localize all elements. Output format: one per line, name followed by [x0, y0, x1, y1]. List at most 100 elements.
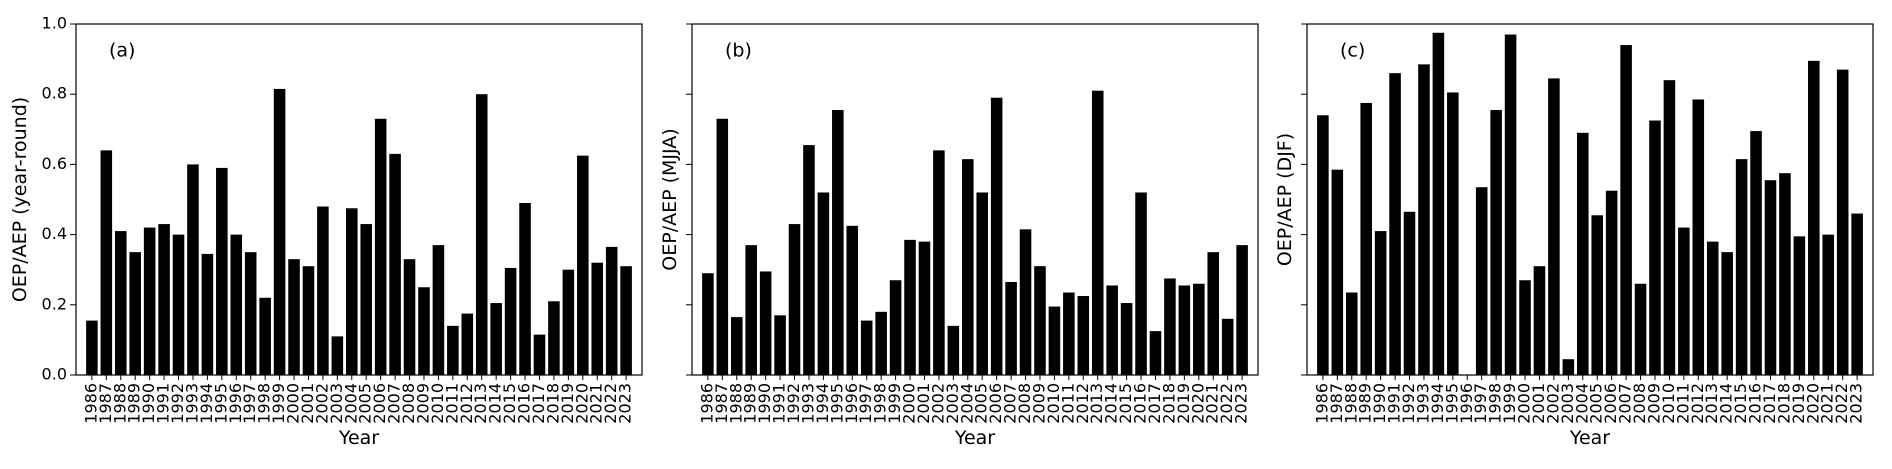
bar: [1432, 32, 1445, 376]
x-tick-label: 2009: [1029, 383, 1048, 424]
x-tick-label: 2018: [1774, 383, 1793, 424]
bar: [788, 224, 801, 375]
bar: [1822, 234, 1835, 375]
x-tick-label: 1988: [1341, 383, 1360, 424]
x-tick-label: 2006: [1601, 383, 1620, 424]
bar: [143, 227, 156, 375]
x-tick-label: 2015: [1116, 383, 1135, 424]
bar: [1077, 296, 1090, 375]
bar: [990, 97, 1003, 376]
x-tick-label: 1991: [770, 383, 789, 424]
x-tick-label: 2010: [1659, 383, 1678, 424]
x-tick-label: 2003: [943, 383, 962, 424]
bar: [1389, 73, 1401, 375]
x-tick-label: 1987: [1327, 383, 1346, 424]
bar: [976, 192, 988, 375]
bar: [605, 246, 618, 375]
x-tick-label: 2019: [1174, 383, 1193, 424]
bar: [1106, 285, 1118, 375]
bar: [1548, 78, 1560, 375]
x-tick-label: 2008: [399, 383, 418, 424]
x-tick-label: 2023: [1232, 383, 1251, 424]
x-tick-label: 2014: [1102, 383, 1121, 424]
y-tick-label: 1.0: [42, 14, 67, 33]
bar: [360, 224, 372, 375]
x-tick-label: 1987: [96, 383, 115, 424]
x-tick-label: 1996: [226, 383, 245, 424]
x-tick-label: 2007: [385, 383, 404, 424]
bar: [1120, 303, 1133, 375]
x-tick-label: 2002: [928, 383, 947, 424]
x-axis-label: Year: [1569, 427, 1610, 449]
x-tick-label: 2001: [298, 383, 317, 424]
x-tick-label: 2008: [1015, 383, 1034, 424]
bar: [533, 334, 546, 375]
y-tick-label: 0.2: [42, 294, 67, 313]
bar: [1221, 318, 1234, 375]
bar: [447, 325, 459, 375]
bar: [803, 145, 815, 375]
x-tick-label: 1989: [741, 383, 760, 424]
x-tick-label: 2014: [486, 383, 505, 424]
bar: [730, 317, 743, 375]
x-tick-label: 1997: [1471, 383, 1490, 424]
bar: [374, 118, 387, 376]
bar: [317, 206, 329, 375]
bar: [1418, 64, 1430, 376]
x-tick-label: 1988: [110, 383, 129, 424]
x-tick-label: 1989: [125, 383, 144, 424]
x-tick-label: 2001: [914, 383, 933, 424]
x-axis-label: Year: [954, 427, 995, 449]
x-tick-label: 2009: [413, 383, 432, 424]
bar: [1836, 69, 1849, 375]
bar: [1519, 280, 1531, 375]
x-tick-label: 2010: [428, 383, 447, 424]
bar: [1331, 169, 1344, 375]
bar: [1634, 283, 1647, 375]
x-tick-label: 2007: [1001, 383, 1020, 424]
bar: [1533, 266, 1546, 375]
bar: [1403, 211, 1416, 375]
bar: [100, 150, 113, 375]
bar: [288, 259, 300, 375]
x-tick-label: 1994: [197, 383, 216, 424]
x-tick-label: 1998: [255, 383, 274, 424]
bar: [1620, 45, 1632, 376]
x-tick-label: 2000: [1515, 383, 1534, 424]
bar: [1692, 99, 1705, 375]
x-tick-label: 2014: [1717, 383, 1736, 424]
x-tick-label: 1990: [1370, 383, 1389, 424]
bar: [1490, 109, 1502, 376]
bar: [1562, 359, 1575, 375]
x-tick-label: 2022: [1832, 383, 1851, 424]
x-tick-label: 1992: [1399, 383, 1418, 424]
x-tick-label: 1995: [1442, 383, 1461, 424]
bar: [244, 252, 257, 375]
x-tick-label: 2021: [587, 383, 606, 424]
x-tick-label: 2017: [1760, 383, 1779, 424]
bar: [1779, 173, 1791, 375]
x-tick-label: 2000: [284, 383, 303, 424]
bar: [1475, 187, 1488, 375]
bar: [216, 167, 228, 375]
x-tick-label: 2015: [500, 383, 519, 424]
bar: [114, 231, 127, 375]
x-tick-label: 2020: [1188, 383, 1207, 424]
bar: [158, 224, 170, 375]
x-tick-label: 2018: [1159, 383, 1178, 424]
bar: [1605, 190, 1618, 375]
bar: [1091, 90, 1104, 375]
x-tick-label: 2013: [471, 383, 490, 424]
y-tick-label: 0.0: [42, 365, 67, 384]
bar: [702, 273, 714, 375]
x-tick-label: 1999: [269, 383, 288, 424]
x-tick-label: 1992: [784, 383, 803, 424]
bar: [1135, 192, 1147, 375]
bar: [1504, 34, 1517, 375]
x-tick-label: 2004: [957, 383, 976, 424]
y-axis-label: OEP/AEP (year-round): [9, 97, 31, 302]
bar: [1360, 102, 1372, 375]
bar: [1164, 278, 1176, 375]
bar: [461, 313, 474, 375]
x-tick-label: 1986: [81, 383, 100, 424]
